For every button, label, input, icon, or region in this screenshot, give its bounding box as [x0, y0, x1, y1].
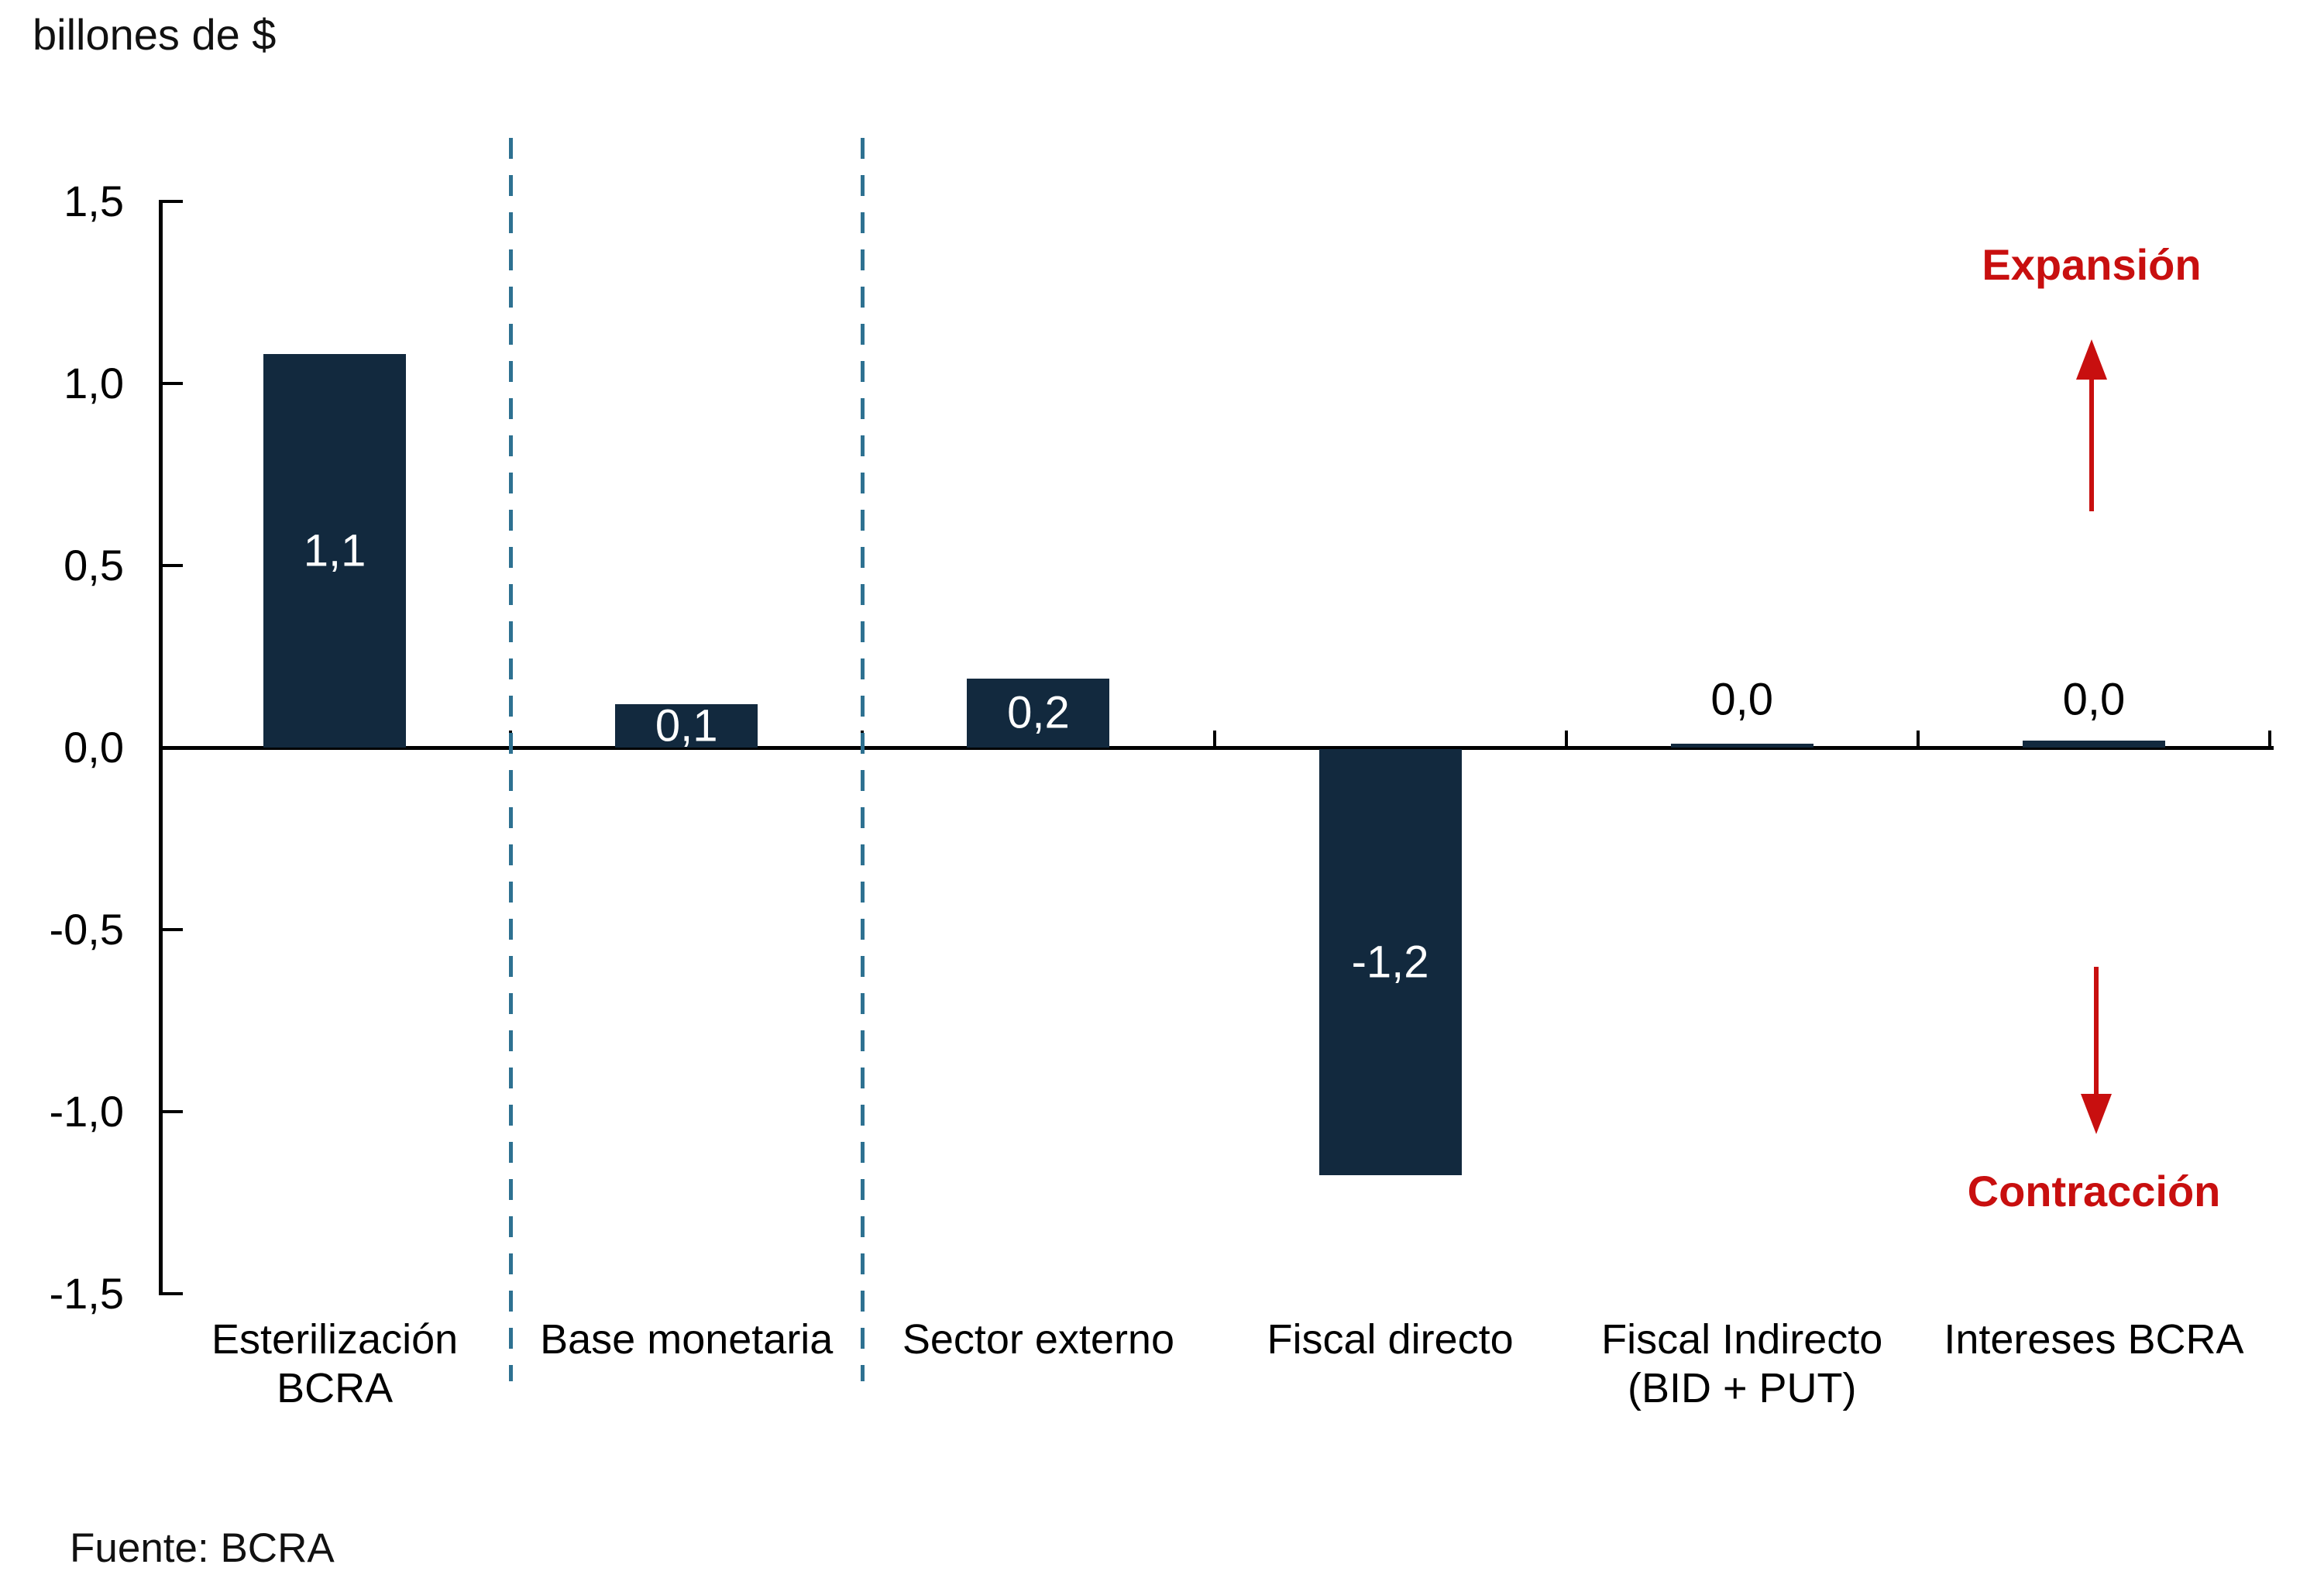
x-tick [1212, 731, 1216, 748]
expansion-up-arrow-icon [2089, 376, 2094, 511]
x-tick [2268, 731, 2271, 748]
x-axis-line [159, 746, 2274, 750]
y-tick-label: 1,0 [64, 359, 124, 407]
y-tick-label: -1,5 [49, 1269, 125, 1318]
contraction-down-arrow-icon [2094, 967, 2099, 1095]
y-tick-label: -0,5 [49, 905, 125, 954]
y-tick-label: 0,0 [64, 723, 124, 772]
chart-title: billones de $ [33, 10, 277, 59]
bar-value-label: 0,0 [2062, 674, 2126, 725]
bar [1318, 749, 1462, 1175]
contraction-label: Contracción [1967, 1167, 2221, 1215]
y-tick [159, 564, 183, 567]
bar [1670, 744, 1813, 748]
y-tick [159, 928, 183, 931]
bar [263, 354, 407, 748]
contraction-down-arrowhead-icon [2081, 1094, 2112, 1134]
bar [2022, 740, 2165, 748]
y-tick [159, 1110, 183, 1113]
dashed-separator-line [860, 138, 865, 1381]
category-label: Intereses BCRA [1944, 1316, 2244, 1363]
y-tick-label: -1,0 [49, 1087, 125, 1136]
bar-value-label: 0,1 [655, 700, 718, 751]
bar [967, 678, 1110, 748]
category-label: Esterilización BCRA [211, 1316, 459, 1411]
dashed-separator-line [508, 138, 513, 1381]
expansion-up-arrowhead-icon [2076, 339, 2107, 380]
category-label: Base monetaria [540, 1316, 834, 1363]
bar-value-label: -1,2 [1351, 937, 1429, 988]
category-label: Sector externo [902, 1316, 1174, 1363]
y-tick [159, 746, 183, 749]
bar-value-label: 0,0 [1710, 674, 1774, 725]
x-tick [1916, 731, 1920, 748]
bar-value-label: 0,2 [1007, 687, 1070, 738]
y-tick [159, 1292, 183, 1295]
category-label: Fiscal directo [1267, 1316, 1514, 1363]
y-tick [159, 200, 183, 203]
y-tick-label: 1,5 [64, 177, 124, 225]
category-label: Fiscal Indirecto (BID + PUT) [1601, 1316, 1883, 1411]
bar-value-label: 1,1 [303, 525, 366, 576]
bar [615, 703, 758, 748]
y-tick-label: 0,5 [64, 541, 124, 590]
source-label: Fuente: BCRA [70, 1525, 335, 1571]
expansion-label: Expansión [1982, 240, 2202, 289]
x-tick [1564, 731, 1568, 748]
y-tick [159, 382, 183, 385]
